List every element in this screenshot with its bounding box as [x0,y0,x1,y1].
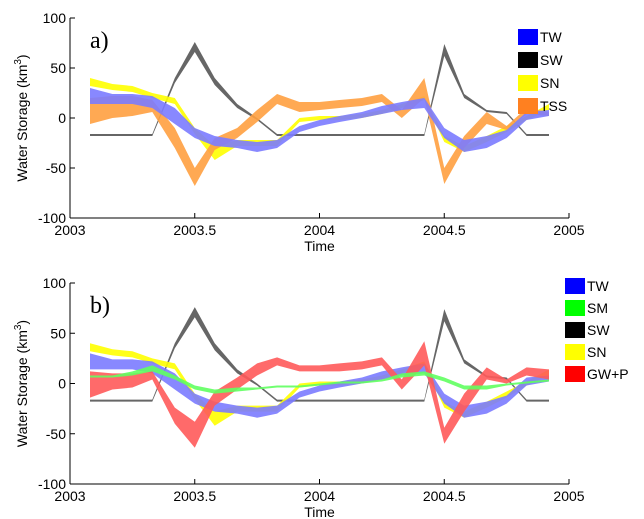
legend-swatch-tss [518,98,538,114]
legend: TW SW SN TSS [518,29,567,114]
y-tick-label: 100 [43,10,67,26]
legend-label: SN [587,344,606,360]
y-tick-label: -50 [46,160,66,176]
series-band-sw [90,307,549,402]
legend: TW SM SW SN GW+P [565,278,629,382]
legend-swatch-sm [565,300,585,316]
series-band-tss [90,78,549,186]
legend-label: TW [587,278,610,294]
panel-b: -100 -50 0 50 100 2003 2003.5 2004 2004.5 2005 Tim… [13,275,629,519]
legend-swatch-sw [565,322,585,338]
x-axis-label: Time [304,238,335,254]
y-tick-label: -100 [38,476,66,492]
x-tick-label: 2004 [304,488,335,504]
y-axis-label: Water Storage (km3) [13,54,30,181]
y-tick-label: 0 [58,376,66,392]
series-band-sw [90,42,549,136]
legend-label: SW [587,322,610,338]
legend-label: SN [540,75,559,91]
series-band-gw-p [90,341,549,448]
y-tick-label: 0 [58,110,66,126]
x-tick-label: 2004 [304,222,335,238]
x-tick-label: 2004.5 [423,488,466,504]
y-tick-label: -50 [46,426,66,442]
series-band-tw [90,88,549,152]
legend-label: GW+P [587,366,629,382]
panel-a: -100 -50 0 50 100 2003 2003.5 2004 2004.5 2005 Tim… [13,10,585,254]
x-tick-label: 2003.5 [173,488,216,504]
panel-label: a) [90,28,109,54]
y-tick-label: -100 [38,210,66,226]
x-tick-label: 2003 [54,222,85,238]
y-axis-label: Water Storage (km3) [13,320,30,447]
panel-label: b) [90,293,110,319]
x-tick-label: 2005 [553,488,584,504]
legend-swatch-tw [518,29,538,45]
legend-swatch-tw [565,278,585,294]
y-tick-label: 50 [50,60,66,76]
series-band-sm [90,365,549,394]
legend-swatch-sn [565,344,585,360]
x-tick-label: 2005 [553,222,584,238]
legend-swatch-gw-p [565,366,585,382]
legend-label: TSS [540,98,567,114]
x-tick-label: 2003 [54,488,85,504]
x-tick-label: 2003.5 [173,222,216,238]
series-band-tw [90,353,549,418]
legend-label: TW [540,29,563,45]
y-tick-label: 50 [50,325,66,341]
x-tick-label: 2004.5 [423,222,466,238]
legend-label: SW [540,52,563,68]
y-tick-label: 100 [43,275,67,291]
legend-label: SM [587,300,608,316]
legend-swatch-sw [518,52,538,68]
legend-swatch-sn [518,75,538,91]
x-axis-label: Time [304,504,335,519]
